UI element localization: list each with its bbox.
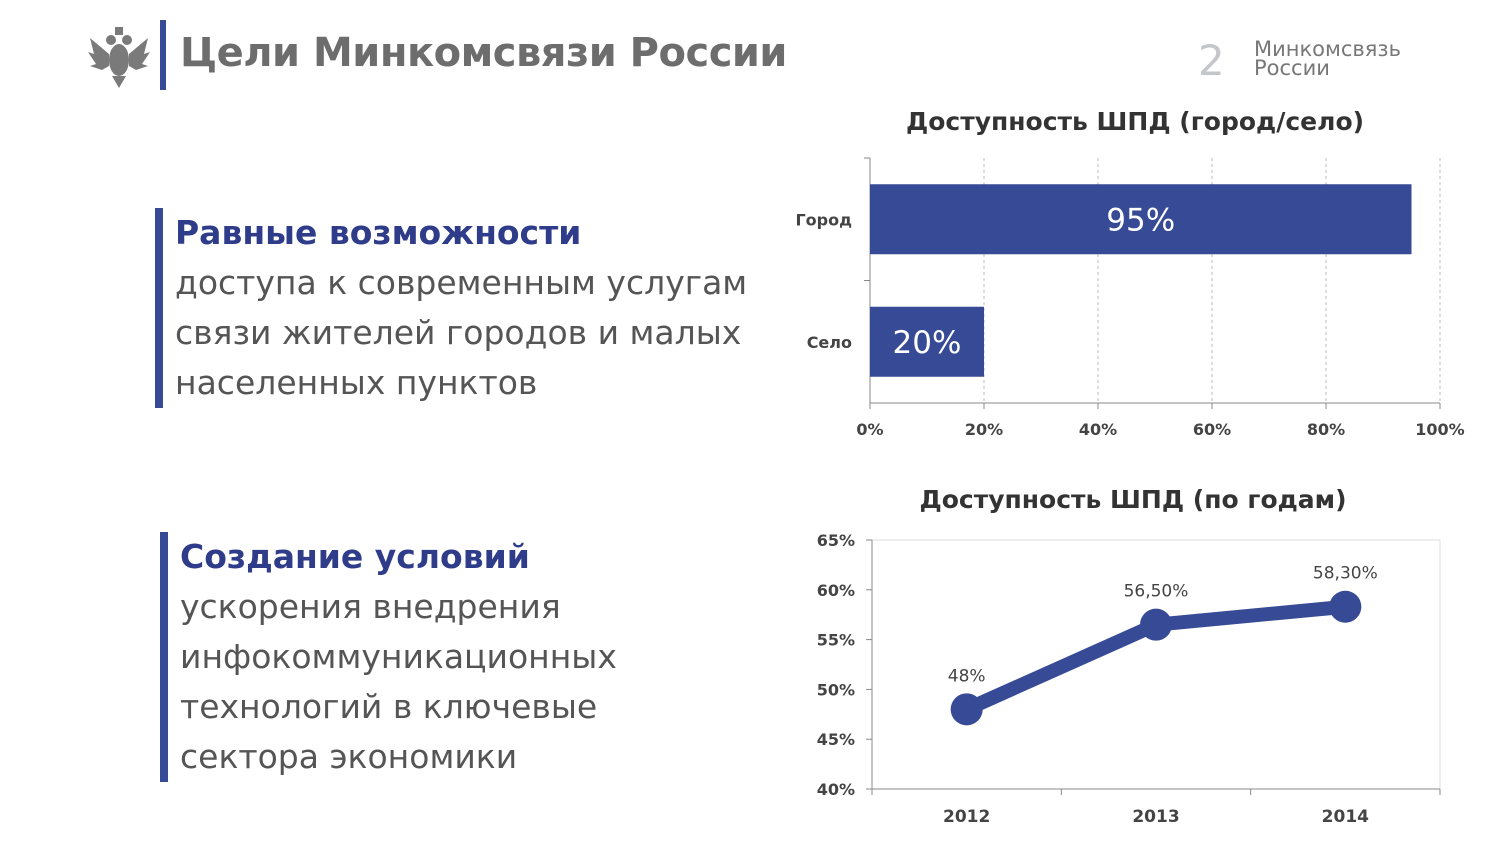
line-point (1329, 590, 1362, 623)
goal-block-conditions: Создание условий ускорения внедрения инф… (160, 532, 800, 782)
line-data-label: 48% (948, 666, 986, 686)
line-data-label: 56,50% (1124, 582, 1189, 602)
line-point (1140, 608, 1172, 641)
brand-line1: Минкомсвязь (1254, 37, 1401, 61)
goal-block-equal-opportunities: Равные возможности доступа к современным… (155, 208, 795, 408)
line-chart-title: Доступность ШПД (по годам) (919, 485, 1346, 514)
page-number: 2 (1198, 36, 1225, 85)
bar-city (870, 184, 1412, 255)
line-y-tick-label: 60% (817, 581, 855, 600)
bar-x-tick-label: 100% (1415, 420, 1464, 439)
bar-x-tick-label: 20% (965, 420, 1003, 439)
brand-logo-text: Минкомсвязь России (1254, 37, 1401, 80)
bar-chart-title: Доступность ШПД (город/село) (906, 107, 1364, 136)
line-data-label: 58,30% (1313, 564, 1378, 584)
bar-data-label: 95% (1106, 202, 1175, 238)
bar-category-label: Город (795, 210, 852, 229)
bar-x-tick-label: 0% (856, 420, 883, 439)
line-x-tick-label: 2012 (943, 807, 990, 827)
page-title: Цели Минкомсвязи России (180, 30, 787, 76)
bar-category-label: Село (807, 333, 852, 352)
goal-text: ускорения внедрения инфокоммуникационных… (180, 587, 617, 776)
goal-heading: Создание условий (180, 537, 530, 576)
bar-village (870, 306, 984, 377)
title-accent-bar (160, 20, 166, 90)
bar-x-tick-label: 80% (1307, 420, 1345, 439)
line-y-tick-label: 65% (817, 531, 855, 550)
line-point (950, 693, 983, 726)
bar-data-label: 20% (893, 325, 962, 361)
goal-text: доступа к современным услугам связи жите… (175, 263, 748, 402)
coat-of-arms-emblem (88, 27, 150, 88)
brand-line2: России (1254, 56, 1330, 80)
line-x-tick-label: 2013 (1132, 807, 1179, 827)
bar-x-tick-label: 40% (1079, 420, 1117, 439)
line-y-tick-label: 40% (817, 780, 855, 799)
bar-x-tick-label: 60% (1193, 420, 1231, 439)
goal-heading: Равные возможности (175, 213, 582, 252)
line-y-tick-label: 55% (817, 631, 855, 650)
line-y-tick-label: 45% (817, 730, 855, 749)
line-y-tick-label: 50% (817, 680, 855, 699)
line-x-tick-label: 2014 (1322, 807, 1369, 827)
